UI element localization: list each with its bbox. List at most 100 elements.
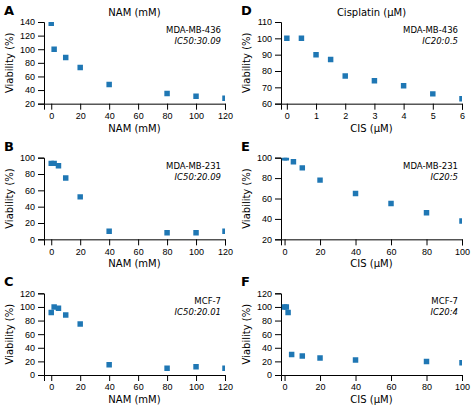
x-axis: 020406080100120 xyxy=(45,239,234,256)
x-tick: 60 xyxy=(134,375,144,392)
y-axis: 020406080100120 xyxy=(20,289,45,381)
x-tick: 100 xyxy=(189,375,204,392)
y-tick: 120 xyxy=(20,289,44,299)
point xyxy=(459,96,462,101)
tick-mark xyxy=(356,239,357,245)
tick-label: 0 xyxy=(49,111,54,121)
x-tick: 0 xyxy=(49,239,54,256)
tick-mark xyxy=(285,239,286,245)
tick-label: 60 xyxy=(25,72,35,82)
tick-mark xyxy=(275,38,281,39)
y-tick: 20 xyxy=(25,357,44,367)
y-tick: 40 xyxy=(262,214,281,224)
x-tick: 60 xyxy=(387,375,397,392)
tick-label: 100 xyxy=(455,247,470,257)
y-tick: 20 xyxy=(262,357,281,367)
tick-label: 120 xyxy=(218,247,233,257)
y-tick: 20 xyxy=(25,99,44,109)
tick-label: 90 xyxy=(262,50,272,60)
point xyxy=(291,159,296,164)
tick-label: 80 xyxy=(262,66,272,76)
point xyxy=(106,228,111,233)
annotation: IC20:4 xyxy=(430,307,458,317)
tick-label: 20 xyxy=(76,247,86,257)
tick-label: 40 xyxy=(25,202,35,212)
x-tick: 4 xyxy=(402,104,407,121)
tick-label: 80 xyxy=(163,382,173,392)
tick-label: 3 xyxy=(372,111,377,121)
point xyxy=(300,165,305,170)
tick-label: 4 xyxy=(402,111,407,121)
point xyxy=(459,218,462,223)
annotation: MDA-MB-436 xyxy=(166,25,221,35)
tick-mark xyxy=(51,375,52,381)
tick-mark xyxy=(275,55,281,56)
x-axis-title: CIS (μM) xyxy=(350,394,392,405)
y-tick: 100 xyxy=(257,153,281,163)
x-tick: 100 xyxy=(189,239,204,256)
tick-label: 20 xyxy=(25,99,35,109)
tick-mark xyxy=(275,375,281,376)
y-tick: 100 xyxy=(20,153,44,163)
tick-mark xyxy=(275,361,281,362)
tick-label: 120 xyxy=(20,31,35,41)
y-tick: 0 xyxy=(267,370,281,380)
point xyxy=(56,306,61,311)
tick-label: 80 xyxy=(262,316,272,326)
panel: 020406080100120020406080100120NAM (mM)Vi… xyxy=(4,274,233,405)
tick-mark xyxy=(38,190,44,191)
annotation: MCF-7 xyxy=(431,296,458,306)
tick-label: 20 xyxy=(76,382,86,392)
tick-label: 120 xyxy=(20,289,35,299)
y-tick: 60 xyxy=(25,186,44,196)
tick-mark xyxy=(275,199,281,200)
y-axis: 20406080100 xyxy=(257,153,282,245)
tick-label: 140 xyxy=(20,17,35,27)
x-tick: 120 xyxy=(218,375,233,392)
panel-label: A xyxy=(4,3,14,18)
tick-mark xyxy=(275,219,281,220)
tick-label: 40 xyxy=(25,343,35,353)
tick-label: 1 xyxy=(314,111,319,121)
tick-label: 60 xyxy=(262,194,272,204)
tick-label: 0 xyxy=(283,382,288,392)
y-axis-title: Viability (%) xyxy=(241,304,252,365)
point xyxy=(459,360,462,365)
panel: 020406080100020406080100120CIS (μM)Viabi… xyxy=(241,274,470,405)
x-tick: 2 xyxy=(343,104,348,121)
x-tick: 80 xyxy=(422,239,432,256)
title: NAM (mM) xyxy=(108,7,160,18)
tick-label: 120 xyxy=(218,382,233,392)
x-tick: 100 xyxy=(455,375,470,392)
tick-mark xyxy=(167,239,168,245)
x-tick: 80 xyxy=(422,375,432,392)
tick-label: 60 xyxy=(134,382,144,392)
x-tick: 6 xyxy=(460,104,465,121)
y-tick: 90 xyxy=(262,50,281,60)
tick-mark xyxy=(51,104,52,110)
point xyxy=(193,93,198,98)
figure: 02040608010012020406080100120140NAM (mM)… xyxy=(0,0,474,407)
x-axis-title: NAM (mM) xyxy=(108,123,160,134)
tick-mark xyxy=(38,361,44,362)
axis-line xyxy=(275,294,282,376)
tick-label: 20 xyxy=(76,111,86,121)
y-tick: 100 xyxy=(20,302,44,312)
tick-mark xyxy=(391,375,392,381)
tick-label: 40 xyxy=(262,343,272,353)
tick-label: 6 xyxy=(460,111,465,121)
plot-area xyxy=(49,161,225,236)
x-tick: 120 xyxy=(218,239,233,256)
tick-mark xyxy=(38,22,44,23)
point xyxy=(313,52,318,57)
tick-mark xyxy=(275,348,281,349)
y-tick: 20 xyxy=(25,218,44,228)
axis-line xyxy=(45,104,226,110)
point xyxy=(222,228,225,233)
tick-mark xyxy=(167,375,168,381)
axis-line xyxy=(275,23,282,105)
tick-mark xyxy=(404,104,405,110)
annotation: MCF-7 xyxy=(194,296,221,306)
plot-area xyxy=(282,158,462,224)
plot-area xyxy=(49,304,225,371)
